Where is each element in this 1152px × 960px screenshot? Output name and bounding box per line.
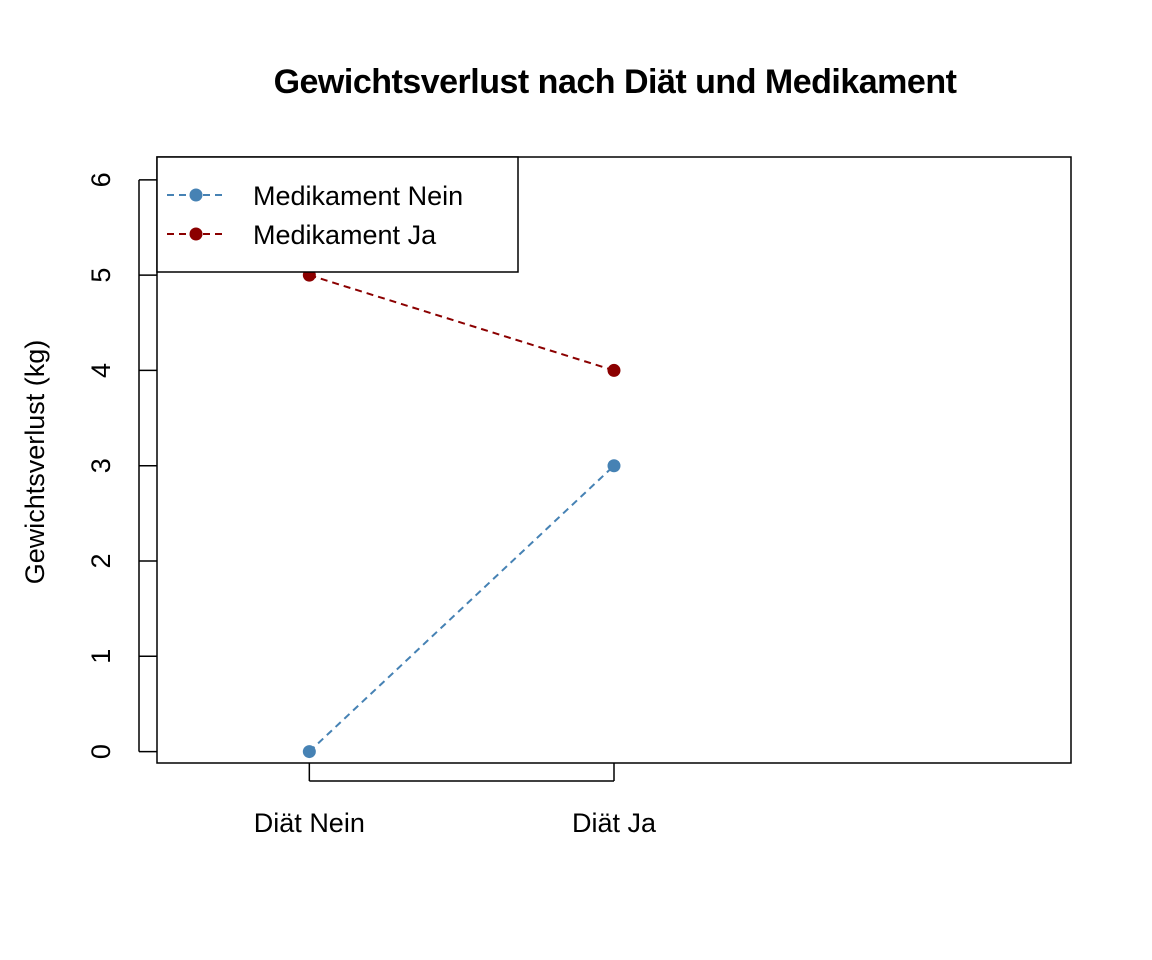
x-tick-label: Diät Ja <box>572 808 657 838</box>
legend-box <box>156 156 519 273</box>
series-line <box>309 274 615 372</box>
data-point <box>607 459 621 473</box>
y-tick-label: 5 <box>86 268 116 283</box>
legend-label: Medikament Nein <box>253 181 463 211</box>
legend-marker <box>189 188 203 202</box>
series-layer <box>302 268 621 759</box>
y-tick-label: 3 <box>86 458 116 473</box>
y-tick-label: 1 <box>86 649 116 664</box>
x-axis: Diät Nein Diät Ja <box>254 763 657 838</box>
y-tick-label: 6 <box>86 172 116 187</box>
y-axis-label: Gewichtsverlust (kg) <box>20 340 50 585</box>
legend-marker <box>189 227 203 241</box>
legend-label: Medikament Ja <box>253 220 437 250</box>
x-tick-label: Diät Nein <box>254 808 365 838</box>
y-axis: 0 1 2 3 4 5 6 <box>86 172 157 759</box>
chart-title: Gewichtsverlust nach Diät und Medikament <box>274 63 957 101</box>
y-tick-label: 0 <box>86 744 116 759</box>
y-tick-label: 4 <box>86 363 116 378</box>
data-point <box>607 363 621 377</box>
y-tick-label: 2 <box>86 553 116 568</box>
legend: Medikament Nein Medikament Ja <box>156 156 519 273</box>
data-point <box>302 745 316 759</box>
series-line <box>308 464 615 753</box>
